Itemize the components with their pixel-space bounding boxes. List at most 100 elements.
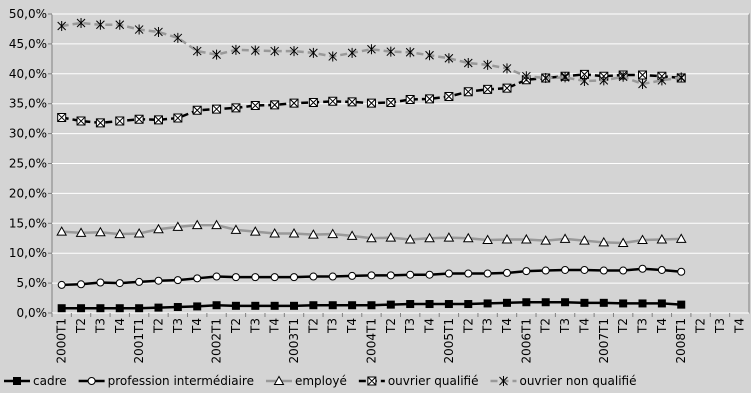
x-tick-label: 2005T1 <box>442 318 456 364</box>
marker <box>367 301 376 310</box>
marker <box>75 227 87 237</box>
marker <box>211 219 222 230</box>
x-tick-label: 2003T1 <box>287 318 301 364</box>
marker <box>134 24 144 35</box>
marker <box>464 300 473 309</box>
marker <box>463 87 473 97</box>
marker <box>290 273 299 282</box>
x-tick-label: T2 <box>74 318 88 334</box>
x-tick-label: T4 <box>655 318 669 334</box>
x-tick-label: T4 <box>577 318 591 334</box>
marker <box>483 269 492 278</box>
marker <box>483 299 492 308</box>
marker <box>270 46 280 57</box>
marker <box>385 232 397 242</box>
marker <box>153 115 163 125</box>
marker <box>328 51 338 62</box>
y-tick-label: 45,0% <box>9 37 47 51</box>
marker <box>366 98 376 108</box>
marker <box>367 44 376 55</box>
x-tick-label: T2 <box>539 318 553 334</box>
marker <box>56 226 68 236</box>
marker <box>154 276 163 285</box>
x-tick-label: T2 <box>229 318 243 334</box>
x-tick-label: T3 <box>558 318 572 334</box>
marker <box>560 72 570 83</box>
y-tick-label: 0,0% <box>17 306 48 320</box>
marker <box>482 234 493 245</box>
marker <box>520 233 532 244</box>
marker <box>95 118 105 128</box>
marker <box>191 219 203 230</box>
marker <box>96 278 105 287</box>
marker <box>599 298 608 307</box>
marker <box>443 232 455 242</box>
marker <box>77 280 86 289</box>
marker <box>677 267 686 276</box>
marker <box>193 274 202 283</box>
x-tick-label: T4 <box>345 318 359 334</box>
marker <box>367 271 376 280</box>
x-tick-label: T2 <box>151 318 165 334</box>
marker <box>406 270 415 279</box>
marker <box>115 116 125 126</box>
marker <box>502 268 511 277</box>
marker <box>212 104 222 114</box>
marker <box>617 237 629 248</box>
marker <box>251 273 260 282</box>
marker <box>57 112 67 122</box>
x-tick-label: 2008T1 <box>674 318 688 364</box>
marker <box>231 273 240 282</box>
marker <box>290 301 299 310</box>
marker <box>288 227 300 238</box>
marker <box>386 98 396 108</box>
marker <box>522 267 531 276</box>
marker <box>598 236 610 247</box>
marker <box>230 224 242 234</box>
marker <box>541 266 550 275</box>
legend-marker <box>273 375 285 385</box>
y-tick-label: 50,0% <box>9 7 47 21</box>
marker <box>366 232 377 243</box>
x-tick-label: 2006T1 <box>519 318 533 364</box>
marker <box>561 265 570 274</box>
marker <box>425 50 434 61</box>
marker <box>231 301 240 310</box>
marker <box>76 116 86 126</box>
marker <box>328 96 338 106</box>
marker <box>347 47 357 58</box>
marker <box>541 298 550 307</box>
marker <box>580 75 589 86</box>
marker <box>328 272 337 281</box>
marker <box>444 269 453 278</box>
x-tick-label: T4 <box>190 318 204 334</box>
marker <box>638 299 647 308</box>
x-tick-label: T2 <box>306 318 320 334</box>
x-tick-label: T3 <box>326 318 340 334</box>
marker <box>444 53 454 64</box>
x-tick-label: 2007T1 <box>597 318 611 364</box>
marker <box>541 72 551 83</box>
marker <box>212 49 221 60</box>
marker <box>559 233 571 243</box>
marker <box>308 98 318 108</box>
x-tick-label: T3 <box>93 318 107 334</box>
marker <box>483 59 492 70</box>
marker <box>521 71 531 82</box>
x-tick-label: T2 <box>694 318 708 334</box>
marker <box>405 95 415 105</box>
marker <box>657 299 666 308</box>
x-tick-label: 2001T1 <box>132 318 146 364</box>
marker <box>309 47 318 58</box>
legend-marker <box>499 376 508 386</box>
marker <box>619 266 628 275</box>
marker <box>250 100 260 110</box>
marker <box>501 233 513 244</box>
x-tick-label: 2002T1 <box>210 318 224 364</box>
y-tick-label: 25,0% <box>9 157 47 171</box>
marker <box>386 271 395 280</box>
marker <box>269 227 281 238</box>
marker <box>502 83 512 93</box>
marker <box>540 235 552 245</box>
